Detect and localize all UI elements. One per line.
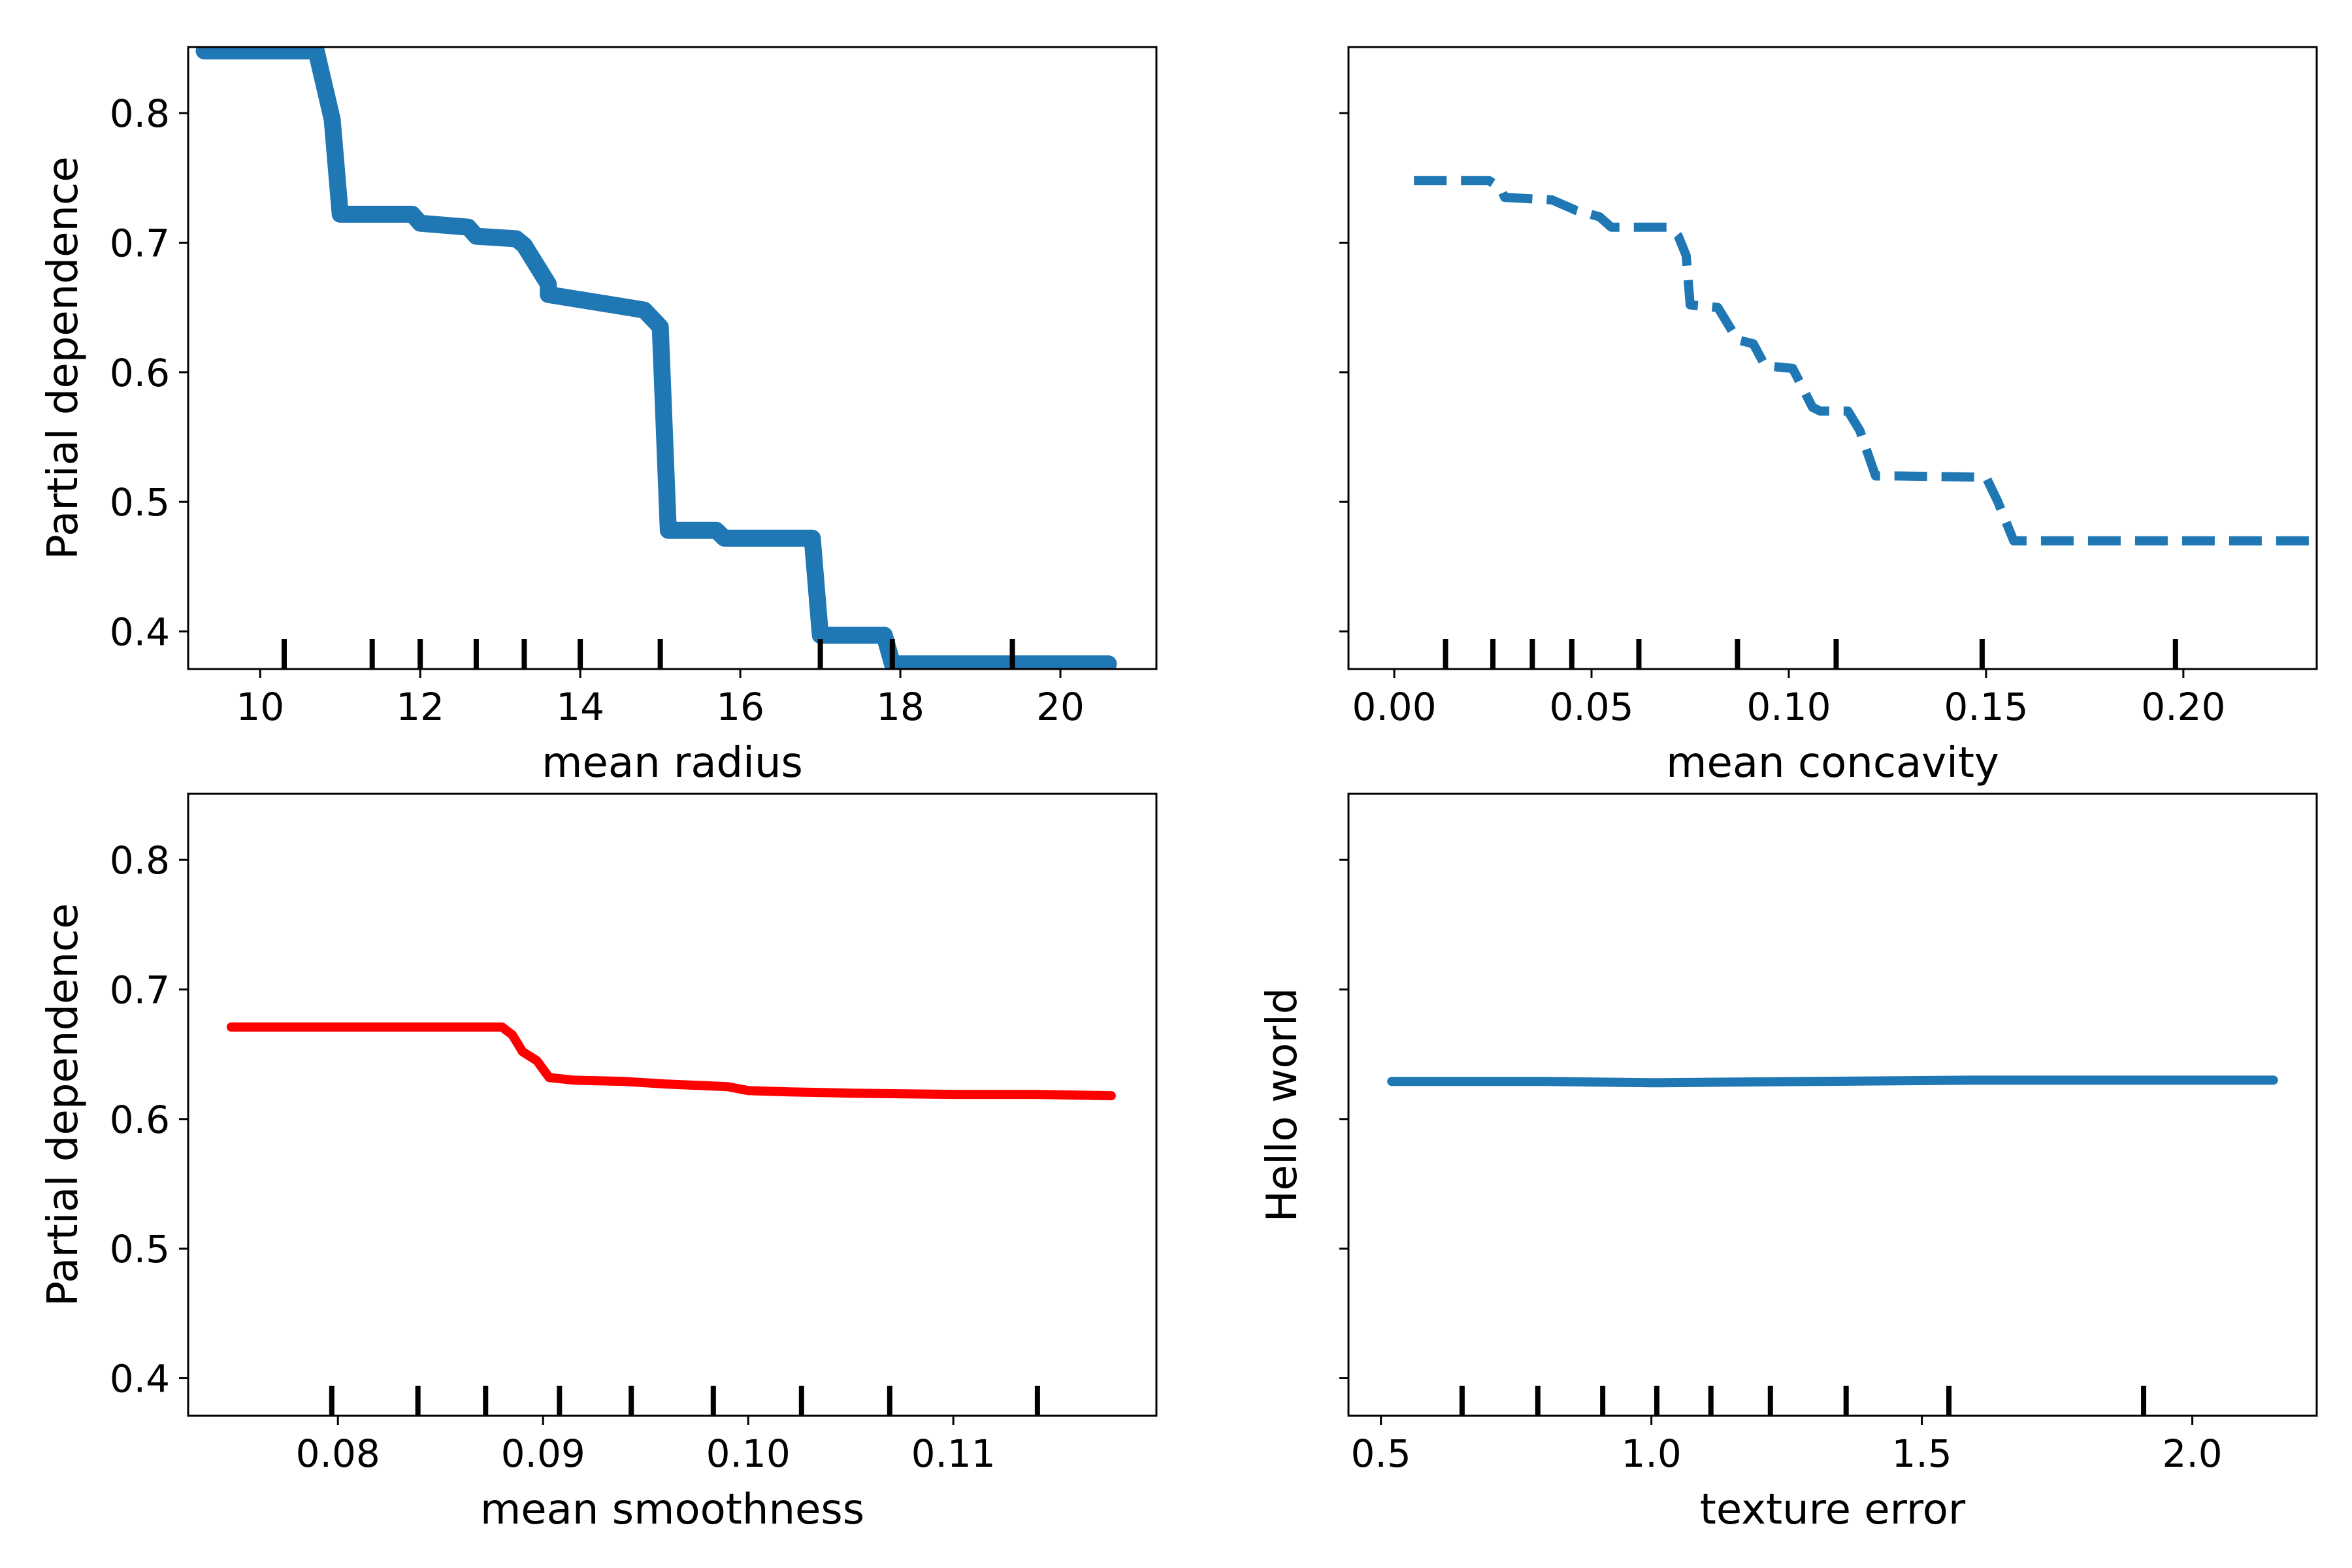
x-tick-label: 18 [876, 685, 924, 729]
x-axis-label: mean concavity [1666, 739, 1999, 787]
y-axis-label: Hello world [1258, 988, 1307, 1222]
y-axis-label: Partial dependence [39, 156, 88, 559]
y-tick-label: 0.7 [110, 968, 170, 1012]
series-line [1387, 1075, 2278, 1088]
y-tick-label: 0.6 [110, 1098, 170, 1142]
x-tick-label: 10 [236, 685, 284, 729]
y-tick-label: 0.4 [110, 1356, 170, 1401]
x-axis-label: mean smoothness [480, 1486, 864, 1534]
y-tick-label: 0.8 [110, 838, 170, 883]
x-axis-label: mean radius [542, 739, 803, 787]
x-tick-label: 0.20 [2141, 685, 2225, 729]
y-tick-label: 0.5 [110, 480, 170, 525]
axes-frame [187, 46, 1158, 670]
x-tick-label: 0.05 [1549, 685, 1633, 729]
chart-panel-1: 10 12 14 16 18 20 0.4 0.5 0.6 0.7 0.8 mean radius Pa… [39, 46, 1158, 787]
x-tick-label: 0.11 [911, 1431, 996, 1476]
series-line [195, 47, 1117, 669]
x-tick-label: 16 [716, 685, 764, 729]
y-tick-label: 0.5 [110, 1227, 170, 1271]
chart-panel-3: 0.08 0.09 0.10 0.11 0.4 0.5 0.6 0.7 0.8 mean smoo… [39, 792, 1158, 1534]
x-tick-label: 2.0 [2162, 1431, 2222, 1476]
x-tick-label: 1.5 [1891, 1431, 1952, 1476]
axes-frame [1347, 792, 2318, 1417]
y-tick-label: 0.8 [110, 91, 170, 136]
x-tick-label: 20 [1036, 685, 1085, 729]
series-line [226, 1022, 1116, 1101]
x-tick-label: 1.0 [1622, 1431, 1682, 1476]
y-tick-label: 0.6 [110, 351, 170, 395]
x-tick-label: 0.15 [1944, 685, 2028, 729]
x-tick-label: 14 [556, 685, 604, 729]
x-tick-label: 0.10 [706, 1431, 791, 1476]
y-axis-label: Partial dependence [39, 903, 88, 1306]
x-tick-label: 0.00 [1352, 685, 1436, 729]
series-line [1414, 176, 2310, 546]
x-tick-label: 12 [396, 685, 444, 729]
chart-panel-2: 0.00 0.05 0.10 0.15 0.20 mean concavity [1339, 46, 2318, 787]
x-tick-label: 0.08 [296, 1431, 380, 1476]
axes-frame [187, 792, 1158, 1417]
x-tick-label: 0.5 [1351, 1431, 1411, 1476]
x-tick-label: 0.10 [1746, 685, 1831, 729]
y-tick-label: 0.7 [110, 221, 170, 265]
axes-frame [1347, 46, 2318, 670]
x-tick-label: 0.09 [501, 1431, 585, 1476]
chart-panel-4: 0.5 1.0 1.5 2.0 texture error Hello world [1258, 792, 2318, 1534]
y-tick-label: 0.4 [110, 610, 170, 654]
x-axis-label: texture error [1700, 1486, 1966, 1534]
